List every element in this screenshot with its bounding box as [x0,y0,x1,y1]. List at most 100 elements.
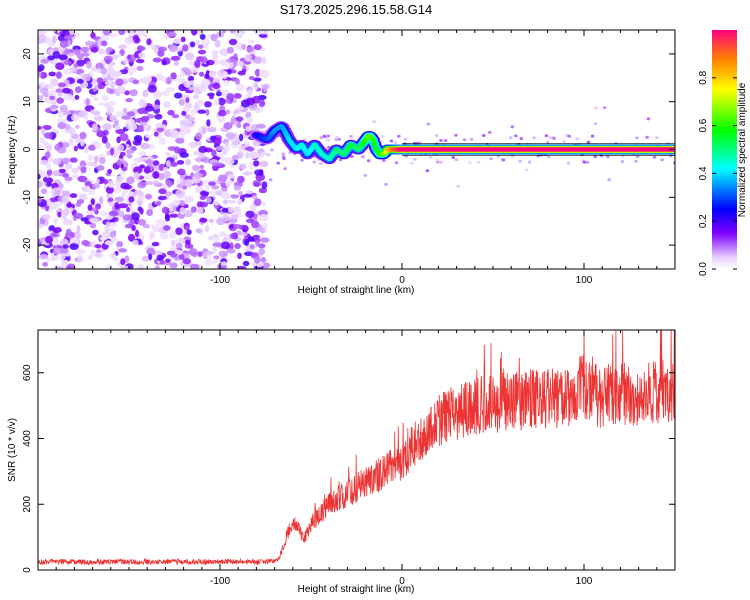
noise-blob [235,83,246,92]
noise-blob [208,181,216,186]
noise-blob [451,156,456,159]
noise-blob [228,38,238,46]
noise-blob [226,68,232,75]
noise-blob [234,243,241,250]
noise-blob [567,134,572,138]
noise-blob [132,139,142,146]
noise-blob [116,175,125,182]
noise-blob [190,263,200,269]
noise-blob [209,189,217,196]
noise-blob [213,58,219,66]
noise-blob [204,184,210,192]
noise-blob [38,254,49,260]
noise-blob [189,66,199,73]
noise-blob [76,225,81,234]
noise-blob [116,241,123,248]
noise-blob [63,35,71,40]
noise-blob [103,55,113,64]
noise-blob [211,162,222,167]
noise-blob [154,113,163,120]
noise-blob [206,59,215,66]
noise-blob [184,52,195,61]
noise-blob [149,231,156,239]
y-tick-label: 0 [22,146,33,152]
noise-blob [501,158,505,162]
noise-blob [194,60,201,68]
noise-blob [152,171,160,179]
noise-blob [248,162,253,170]
noise-blob [221,207,229,213]
noise-blob [121,192,126,198]
noise-blob [62,208,69,216]
noise-blob [234,78,241,85]
noise-blob [251,152,260,159]
noise-blob [439,139,443,142]
noise-blob [65,265,72,269]
noise-blob [125,118,136,125]
noise-blob [233,53,238,59]
noise-blob [155,218,166,226]
noise-blob [173,61,180,66]
noise-blob [110,252,116,258]
noise-blob [607,178,611,182]
noise-blob [222,80,230,86]
noise-blob [205,224,210,233]
y-tick-label: 20 [22,48,33,60]
noise-blob [224,61,234,69]
noise-blob [190,109,196,116]
noise-blob [124,90,130,96]
noise-blob [237,198,243,206]
noise-blob [211,258,218,264]
noise-blob [56,97,64,104]
noise-blob [200,38,211,46]
noise-blob [211,50,219,55]
noise-blob [116,86,126,95]
noise-blob [258,100,266,108]
noise-blob [91,183,101,189]
noise-blob [582,160,587,164]
colorbar: 0.0 0.2 0.4 0.6 0.8 Normalized spectral ampl… [698,30,748,276]
noise-blob [80,46,89,53]
snr-y-ticks: 0 200 400 600 [22,364,675,573]
noise-blob [166,179,172,188]
noise-blob [242,260,250,267]
noise-blob [87,255,94,261]
noise-blob [222,73,228,80]
noise-blob [103,102,113,109]
noise-blob [118,248,128,253]
noise-blob [63,68,73,75]
noise-blob [95,68,102,73]
noise-blob [99,196,104,205]
noise-blob [655,136,659,140]
noise-blob [363,173,368,177]
noise-blob [38,180,43,188]
noise-blob [46,257,51,264]
noise-blob [77,175,88,183]
noise-blob [256,30,265,35]
noise-blob [71,173,80,179]
noise-blob [45,235,54,244]
noise-blob [349,134,353,138]
noise-blob [137,124,144,132]
noise-blob [487,131,492,134]
noise-blob [158,46,167,52]
noise-blob [61,142,70,149]
noise-blob [44,36,52,43]
noise-blob [69,237,80,246]
noise-blob [548,136,553,140]
noise-blob [48,71,57,77]
noise-blob [42,261,48,267]
noise-blob [519,137,524,141]
noise-blob [245,125,252,132]
noise-blob [54,144,61,151]
noise-blob [104,80,112,86]
noise-blob [44,177,54,184]
noise-blob [104,240,115,246]
noise-blob [212,82,221,90]
noise-blob [261,181,268,189]
noise-blob [593,122,598,126]
noise-blob [54,237,59,243]
noise-blob [410,161,414,165]
noise-blob [188,248,198,256]
noise-blob [143,33,147,38]
